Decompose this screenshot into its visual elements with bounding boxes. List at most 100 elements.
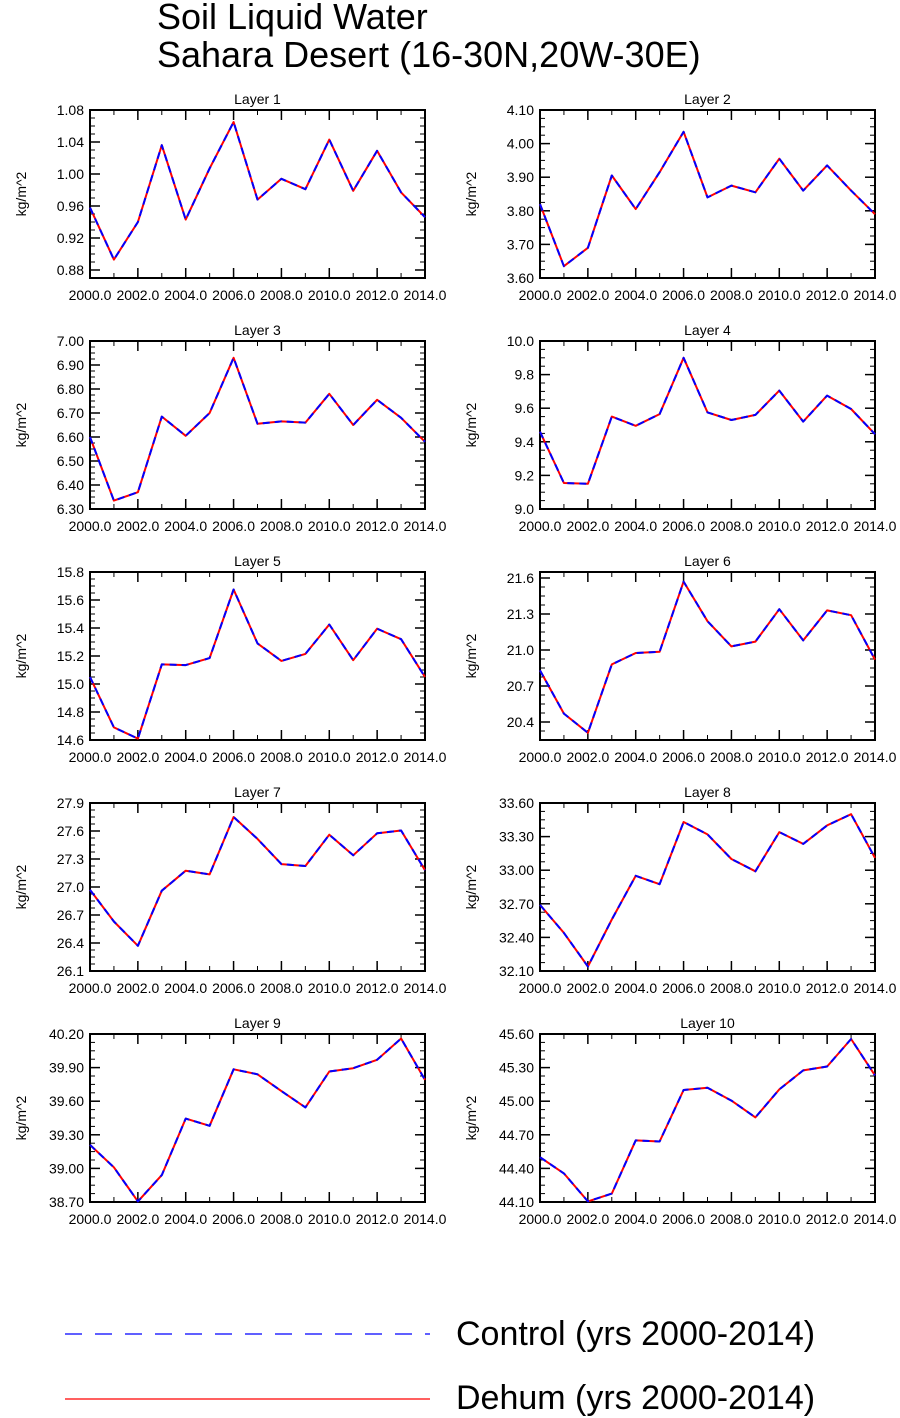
y-tick-label: 3.80 <box>507 203 534 219</box>
dehum-series-line <box>539 1038 876 1203</box>
chart-title: Layer 4 <box>684 322 731 338</box>
y-tick-label: 6.80 <box>57 381 84 397</box>
x-tick-label: 2014.0 <box>404 1211 447 1227</box>
x-tick-label: 2010.0 <box>308 1211 351 1227</box>
y-tick-label: 4.10 <box>507 102 534 118</box>
x-tick-label: 2014.0 <box>404 287 447 303</box>
y-tick-label: 32.10 <box>499 963 534 979</box>
x-tick-label: 2006.0 <box>212 749 255 765</box>
y-axis-label: kg/m^2 <box>463 864 479 909</box>
chart-panel-4: Layer 4 kg/m^2 2000.0 2002.0 2004.0 2006.0 200… <box>463 322 897 534</box>
y-tick-label: 1.08 <box>57 102 84 118</box>
x-tick-label: 2002.0 <box>116 287 159 303</box>
x-tick-label: 2000.0 <box>69 980 112 996</box>
control-series-line <box>539 580 876 734</box>
x-tick-label: 2002.0 <box>116 749 159 765</box>
x-tick-label: 2012.0 <box>806 980 849 996</box>
plot-frame <box>89 571 426 741</box>
chart-title: Layer 2 <box>684 91 731 107</box>
x-tick-label: 2014.0 <box>854 1211 897 1227</box>
x-tick-label: 2006.0 <box>212 287 255 303</box>
y-tick-label: 21.6 <box>507 570 534 586</box>
y-tick-label: 27.0 <box>57 879 84 895</box>
y-tick-label: 32.40 <box>499 929 534 945</box>
x-tick-label: 2010.0 <box>758 980 801 996</box>
figure-title-line2: Sahara Desert (16-30N,20W-30E) <box>157 34 701 75</box>
y-tick-label: 4.00 <box>507 136 534 152</box>
y-axis-label: kg/m^2 <box>13 402 29 447</box>
y-tick-label: 14.6 <box>57 732 84 748</box>
chart-panel-1: Layer 1 kg/m^2 2000.0 2002.0 2004.0 2006.0 200… <box>13 91 447 303</box>
x-tick-label: 2006.0 <box>662 980 705 996</box>
dehum-series-line <box>539 130 876 268</box>
dehum-series-line <box>539 580 876 734</box>
chart-title: Layer 8 <box>684 784 731 800</box>
x-tick-label: 2000.0 <box>69 518 112 534</box>
y-tick-label: 15.2 <box>57 648 84 664</box>
chart-panel-10: Layer 10 kg/m^2 2000.0 2002.0 2004.0 2006.0 20… <box>463 1015 897 1227</box>
x-tick-label: 2004.0 <box>614 749 657 765</box>
y-tick-label: 9.6 <box>515 400 535 416</box>
x-tick-label: 2004.0 <box>164 518 207 534</box>
y-axis-label: kg/m^2 <box>463 1095 479 1140</box>
y-tick-label: 39.90 <box>49 1060 84 1076</box>
control-series-line <box>89 121 426 261</box>
dehum-series-line <box>89 588 426 740</box>
y-tick-label: 0.88 <box>57 262 84 278</box>
x-tick-label: 2012.0 <box>806 1211 849 1227</box>
x-tick-label: 2004.0 <box>614 287 657 303</box>
y-tick-label: 32.70 <box>499 896 534 912</box>
y-tick-label: 20.4 <box>507 714 534 730</box>
x-tick-label: 2012.0 <box>356 980 399 996</box>
x-tick-label: 2008.0 <box>260 749 303 765</box>
x-tick-label: 2006.0 <box>662 749 705 765</box>
chart-title: Layer 6 <box>684 553 731 569</box>
x-tick-label: 2004.0 <box>164 1211 207 1227</box>
control-series-line <box>539 130 876 268</box>
x-tick-label: 2006.0 <box>212 518 255 534</box>
chart-title: Layer 5 <box>234 553 281 569</box>
y-tick-label: 44.70 <box>499 1127 534 1143</box>
x-tick-label: 2004.0 <box>164 749 207 765</box>
x-tick-label: 2014.0 <box>404 749 447 765</box>
x-tick-label: 2008.0 <box>260 518 303 534</box>
y-tick-label: 15.6 <box>57 592 84 608</box>
y-tick-label: 26.7 <box>57 907 84 923</box>
x-tick-label: 2014.0 <box>404 518 447 534</box>
x-tick-label: 2008.0 <box>260 980 303 996</box>
y-tick-label: 45.30 <box>499 1060 534 1076</box>
x-tick-label: 2010.0 <box>758 518 801 534</box>
y-tick-label: 27.9 <box>57 795 84 811</box>
x-tick-label: 2004.0 <box>614 980 657 996</box>
y-tick-label: 39.60 <box>49 1093 84 1109</box>
plot-frame <box>539 340 876 510</box>
legend-swatches <box>65 1333 430 1400</box>
x-tick-label: 2006.0 <box>662 287 705 303</box>
y-tick-label: 9.0 <box>515 501 535 517</box>
figure-title-line1: Soil Liquid Water <box>157 0 428 37</box>
x-tick-label: 2002.0 <box>116 518 159 534</box>
y-tick-label: 27.6 <box>57 823 84 839</box>
y-axis-label: kg/m^2 <box>13 633 29 678</box>
y-tick-label: 3.70 <box>507 236 534 252</box>
y-tick-label: 44.10 <box>499 1194 534 1210</box>
y-tick-label: 39.30 <box>49 1127 84 1143</box>
dehum-series-line <box>539 813 876 968</box>
y-axis-label: kg/m^2 <box>463 171 479 216</box>
x-tick-label: 2010.0 <box>308 749 351 765</box>
y-tick-label: 6.40 <box>57 477 84 493</box>
chart-title: Layer 7 <box>234 784 281 800</box>
x-tick-label: 2002.0 <box>566 980 609 996</box>
x-tick-label: 2008.0 <box>710 980 753 996</box>
x-tick-label: 2000.0 <box>519 287 562 303</box>
control-series-line <box>539 356 876 485</box>
y-tick-label: 7.00 <box>57 333 84 349</box>
y-tick-label: 6.30 <box>57 501 84 517</box>
control-series-line <box>539 1038 876 1203</box>
x-tick-label: 2010.0 <box>758 287 801 303</box>
x-tick-label: 2002.0 <box>566 518 609 534</box>
y-tick-label: 10.0 <box>507 333 534 349</box>
y-tick-label: 45.60 <box>499 1026 534 1042</box>
y-tick-label: 3.60 <box>507 270 534 286</box>
